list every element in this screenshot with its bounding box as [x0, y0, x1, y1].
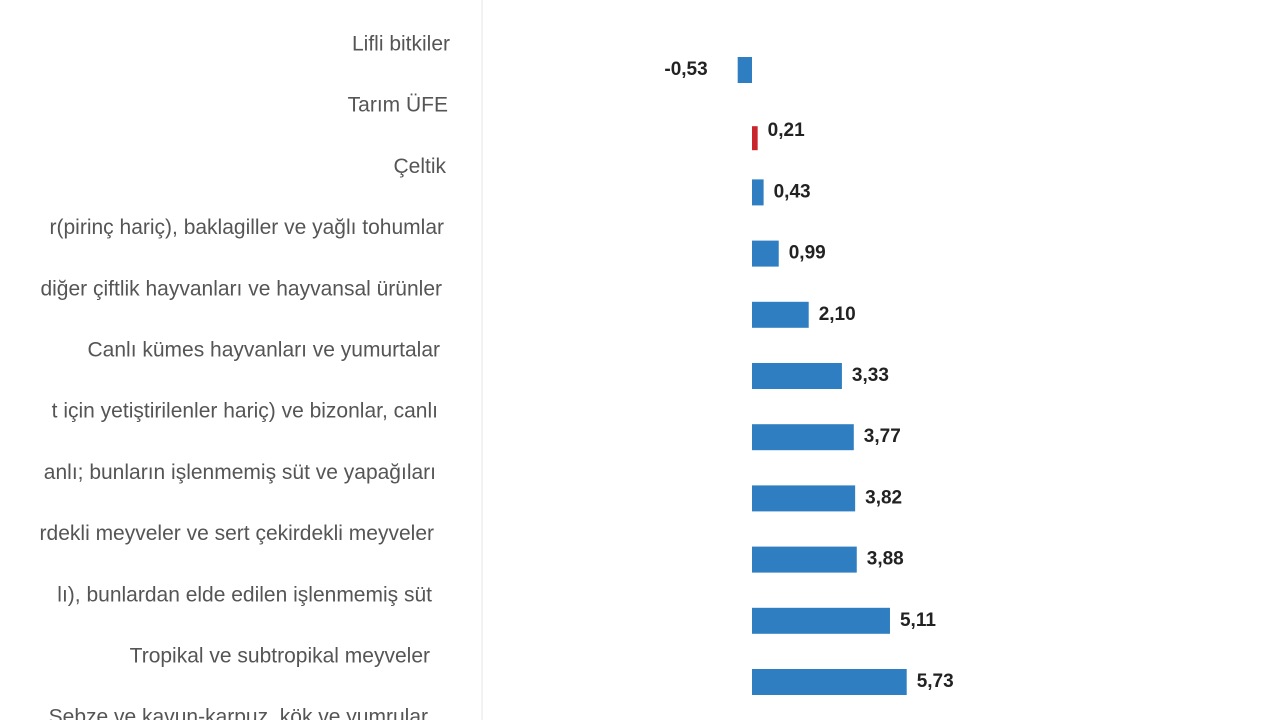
- bar: [752, 669, 907, 695]
- value-label: 3,88: [867, 549, 904, 570]
- bar: [737, 57, 752, 83]
- value-label: 0,99: [789, 243, 826, 264]
- value-label: 5,11: [900, 610, 936, 631]
- category-label: lı), bunlardan elde edilen işlenmemiş sü…: [57, 583, 432, 606]
- category-label: diğer çiftlik hayvanları ve hayvansal ür…: [40, 277, 442, 300]
- value-label: 3,77: [864, 426, 901, 447]
- bar: [752, 485, 856, 512]
- category-label: Çeltik: [393, 155, 446, 178]
- bar: [752, 126, 758, 151]
- bar: [752, 301, 809, 328]
- value-label: 3,82: [865, 487, 902, 508]
- category-label: Canlı kümes hayvanları ve yumurtalar: [88, 339, 440, 362]
- category-label: Tarım ÜFE: [348, 94, 448, 117]
- value-label: 3,33: [852, 365, 889, 386]
- bar: [752, 607, 890, 634]
- bar: [752, 546, 857, 573]
- category-label: t için yetiştirilenler hariç) ve bizonla…: [52, 400, 438, 423]
- category-label: r(pirinç hariç), baklagiller ve yağlı to…: [50, 216, 444, 239]
- category-label: Lifli bitkiler: [352, 33, 450, 56]
- category-label: anlı; bunların işlenmemiş süt ve yapağıl…: [44, 461, 436, 484]
- value-label: 5,73: [917, 671, 954, 692]
- bar: [752, 424, 854, 451]
- value-label: 0,43: [774, 181, 811, 202]
- category-label: Sebze ve kavun-karpuz, kök ve yumrular: [49, 706, 428, 720]
- category-label: rdekli meyveler ve sert çekirdekli meyve…: [40, 522, 434, 545]
- bar: [752, 240, 779, 267]
- value-label: -0,53: [664, 59, 707, 80]
- value-label: 0,21: [768, 120, 805, 141]
- value-label: 2,10: [819, 304, 856, 325]
- bar: [752, 363, 842, 389]
- bar: [752, 179, 764, 206]
- category-label: Tropikal ve subtropikal meyveler: [130, 645, 430, 668]
